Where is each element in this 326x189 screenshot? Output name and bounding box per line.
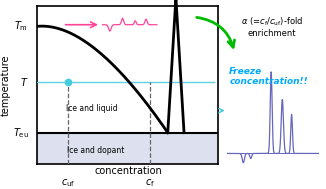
- Text: $T_\mathrm{eu}$: $T_\mathrm{eu}$: [12, 126, 28, 140]
- Text: $T_\mathrm{m}$: $T_\mathrm{m}$: [14, 19, 28, 33]
- Text: Ice and liquid: Ice and liquid: [66, 104, 118, 113]
- Text: $c_{\mathrm{uf}}$: $c_{\mathrm{uf}}$: [61, 177, 75, 189]
- Text: $T$: $T$: [20, 76, 28, 88]
- Text: temperature: temperature: [1, 54, 11, 116]
- Bar: [37, 133, 218, 164]
- X-axis label: concentration: concentration: [94, 166, 162, 176]
- Text: $c_\mathrm{f}$: $c_\mathrm{f}$: [145, 177, 155, 189]
- Text: Ice and dopant: Ice and dopant: [67, 146, 124, 155]
- Text: Freeze
concentration!!: Freeze concentration!!: [229, 67, 308, 86]
- Text: $\alpha$ (=$c_\mathrm{f}$/$c_\mathrm{uf}$)-fold
enrichment: $\alpha$ (=$c_\mathrm{f}$/$c_\mathrm{uf}…: [241, 15, 303, 38]
